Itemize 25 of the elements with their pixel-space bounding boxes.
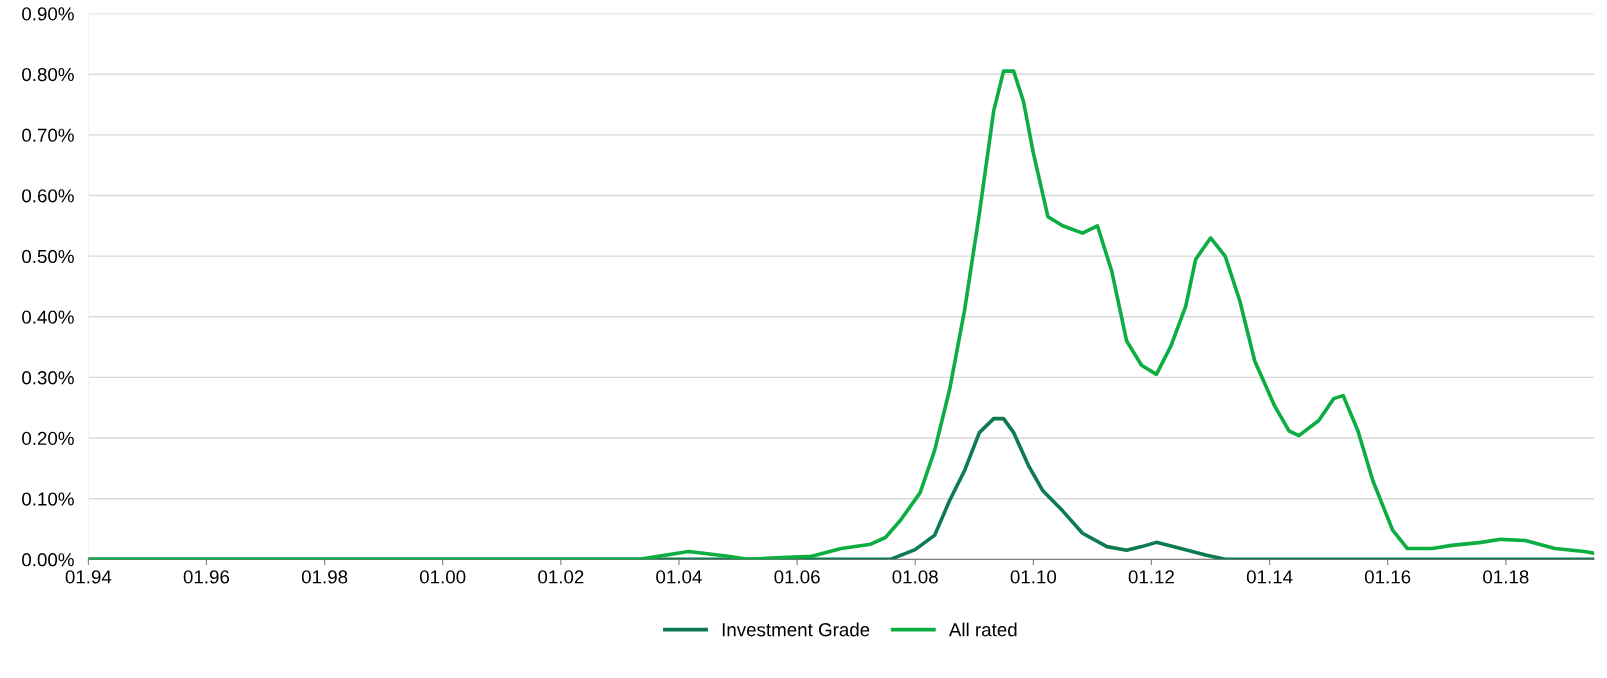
x-tick-label: 01.00 (419, 570, 466, 584)
y-tick-label: 0.00% (22, 553, 74, 567)
legend-label: Investment Grade (722, 622, 870, 637)
y-tick-label: 0.90% (22, 7, 74, 21)
y-tick-label: 0.30% (22, 371, 74, 385)
y-tick-label: 0.60% (22, 189, 74, 203)
x-tick-label: 01.18 (1483, 570, 1529, 584)
x-tick-label: 01.14 (1246, 570, 1293, 584)
y-tick-label: 0.20% (22, 431, 74, 446)
x-tick-label: 01.16 (1364, 570, 1411, 584)
y-tick-label: 0.40% (22, 310, 74, 324)
x-tick-label: 01.10 (1010, 570, 1057, 584)
x-tick-label: 01.08 (892, 570, 938, 584)
x-tick-label: 01.12 (1128, 570, 1174, 584)
legend-label: All rated (948, 622, 1017, 637)
x-tick-label: 01.02 (538, 570, 584, 584)
y-tick-label: 0.70% (22, 128, 74, 142)
x-tick-label: 01.06 (774, 570, 820, 584)
x-tick-label: 01.04 (656, 570, 702, 584)
x-tick-label: 01.98 (301, 570, 348, 584)
x-tick-label: 01.96 (183, 570, 230, 584)
x-tick-label: 01.94 (65, 570, 112, 584)
y-tick-label: 0.10% (22, 492, 74, 506)
y-tick-label: 0.50% (22, 249, 74, 264)
y-tick-label: 0.80% (22, 67, 74, 82)
